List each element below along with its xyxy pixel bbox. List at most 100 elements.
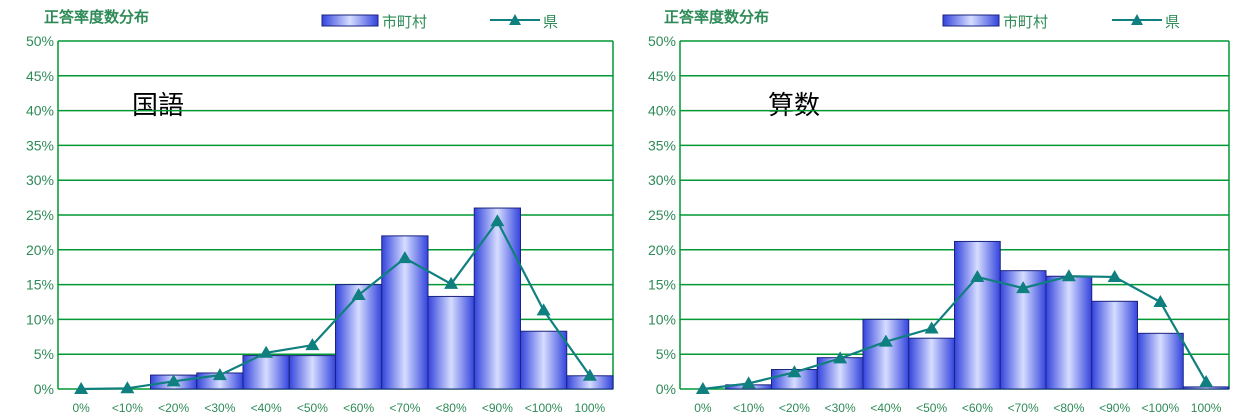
line-point-marker — [120, 381, 135, 394]
y-axis-ticks: 0% 5% 10% 15% 20% 25% 30% 35% 40% 45% 50% — [648, 33, 676, 397]
line-point-marker — [833, 351, 848, 364]
x-tick-label: <30% — [825, 401, 856, 415]
line-point-marker — [397, 251, 412, 264]
line-point-marker — [259, 345, 274, 358]
y-axis-ticks: 0% 5% 10% 15% 20% 25% 30% 35% 40% 45% 50% — [26, 33, 54, 397]
x-tick-label: <60% — [343, 401, 374, 415]
chart-math: 正答率度数分布 算数 市町村 県 0% 5% 10% 15% 20% 25% 30% 35% 4… — [648, 8, 1230, 415]
y-tick-label: 30% — [26, 172, 54, 188]
subject-label: 算数 — [768, 90, 820, 120]
y-tick-label: 35% — [26, 137, 54, 153]
bars — [150, 207, 614, 390]
y-tick-label: 15% — [648, 277, 676, 293]
x-axis-ticks: 0% <10% <20% <30% <40% <50% <60% <70% <80% <90% <1… — [694, 401, 1222, 415]
y-tick-label: 25% — [648, 207, 676, 223]
line-point-marker — [74, 382, 89, 394]
bar — [1045, 275, 1093, 390]
x-tick-label: <30% — [204, 401, 235, 415]
y-tick-label: 40% — [648, 103, 676, 119]
bar — [1091, 300, 1138, 390]
chart-panel-math: 正答率度数分布 算数 市町村 県 0% 5% 10% 15% 20% 25% 30% 35% 4… — [617, 0, 1233, 417]
legend-label-line: 県 — [543, 14, 558, 31]
y-tick-label: 0% — [34, 381, 54, 397]
bar — [862, 318, 910, 390]
x-tick-label: <40% — [251, 401, 282, 415]
y-tick-label: 5% — [656, 346, 676, 362]
line-path — [81, 219, 591, 391]
line-series — [74, 214, 597, 394]
line-point-marker — [166, 374, 181, 387]
bar — [908, 337, 955, 390]
line-point-marker — [305, 338, 320, 351]
x-axis-ticks: 0% <10% <20% <30% <40% <50% <60% <70% <80% <90% <1… — [72, 401, 605, 415]
line-point-marker — [444, 276, 459, 289]
bar — [288, 355, 336, 390]
legend: 市町村 県 — [321, 14, 558, 31]
y-tick-label: 10% — [648, 311, 676, 327]
bar — [473, 207, 521, 390]
legend: 市町村 県 — [942, 14, 1180, 31]
legend-triangle-marker — [509, 14, 521, 25]
x-tick-label: <70% — [389, 401, 420, 415]
chart-title: 正答率度数分布 — [664, 8, 769, 26]
line-point-marker — [878, 334, 893, 347]
line-point-marker — [970, 269, 985, 282]
line-point-marker — [1107, 269, 1122, 282]
line-point-marker — [490, 214, 505, 227]
x-tick-label: <90% — [1099, 401, 1130, 415]
bar — [954, 240, 1001, 390]
chart-title: 正答率度数分布 — [44, 8, 149, 26]
line-point-marker — [1199, 375, 1214, 388]
legend-label-bar: 市町村 — [1003, 14, 1048, 31]
x-tick-label: <90% — [482, 401, 513, 415]
line-point-marker — [787, 365, 802, 378]
x-tick-label: <10% — [733, 401, 764, 415]
y-tick-label: 40% — [26, 103, 54, 119]
line-point-marker — [924, 321, 939, 334]
y-tick-label: 20% — [26, 242, 54, 258]
bar — [520, 330, 568, 390]
y-tick-label: 30% — [648, 172, 676, 188]
x-tick-label: <60% — [962, 401, 993, 415]
line-point-marker — [351, 288, 366, 301]
y-tick-label: 15% — [26, 277, 54, 293]
line-series — [695, 269, 1214, 394]
x-tick-label: <20% — [158, 401, 189, 415]
x-tick-label: <70% — [1008, 401, 1039, 415]
line-point-marker — [1153, 295, 1168, 307]
bar — [335, 284, 383, 390]
x-tick-label: <80% — [436, 401, 467, 415]
y-tick-label: 45% — [648, 68, 676, 84]
line-path — [702, 275, 1208, 391]
y-tick-label: 45% — [26, 68, 54, 84]
line-point-marker — [536, 303, 551, 316]
x-tick-label: <50% — [297, 401, 328, 415]
line-point-marker — [695, 382, 710, 394]
x-tick-label: <10% — [112, 401, 143, 415]
subject-label: 国語 — [132, 90, 184, 120]
y-tick-label: 50% — [26, 33, 54, 49]
x-tick-label: 0% — [72, 401, 90, 415]
x-tick-label: <100% — [1142, 401, 1180, 415]
x-tick-label: 0% — [694, 401, 712, 415]
legend-bar-swatch — [321, 14, 379, 27]
x-tick-label: <20% — [779, 401, 810, 415]
bar — [1137, 332, 1184, 390]
x-tick-label: <80% — [1053, 401, 1084, 415]
line-point-marker — [741, 376, 756, 389]
chart-panel-japanese: 正答率度数分布 国語 市町村 県 0% 5% 10% 15% 20% 25% 30% 35% 4… — [26, 8, 614, 415]
x-tick-label: <100% — [525, 401, 563, 415]
y-tick-label: 5% — [34, 346, 54, 362]
legend-bar-swatch — [942, 14, 1000, 27]
legend-triangle-marker — [1131, 14, 1143, 25]
y-tick-label: 50% — [648, 33, 676, 49]
line-point-marker — [212, 368, 227, 381]
x-tick-label: <50% — [916, 401, 947, 415]
y-tick-label: 0% — [656, 381, 676, 397]
x-tick-label: 100% — [1191, 401, 1222, 415]
bars — [725, 240, 1230, 390]
legend-label-line: 県 — [1165, 14, 1180, 31]
legend-label-bar: 市町村 — [382, 14, 427, 31]
x-tick-label: <40% — [870, 401, 901, 415]
y-tick-label: 20% — [648, 242, 676, 258]
